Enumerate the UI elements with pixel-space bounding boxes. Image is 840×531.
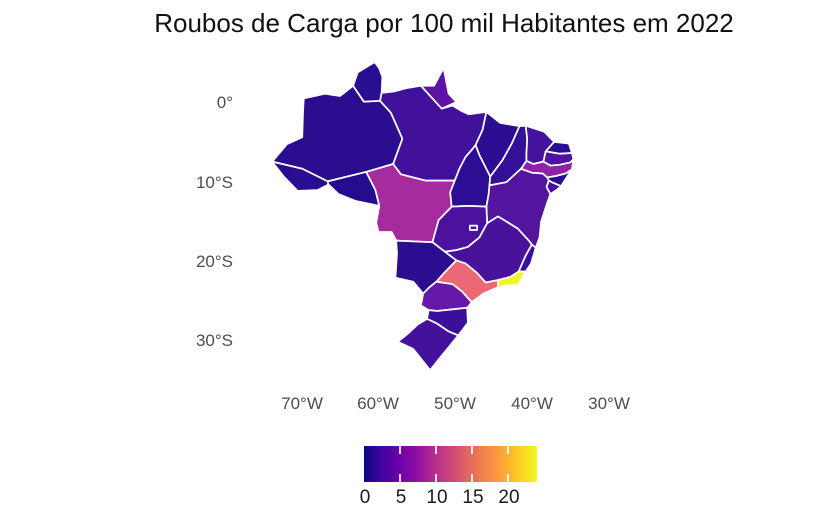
colorbar-tick-15: [471, 474, 474, 482]
colorbar-tick-15: [471, 446, 474, 454]
state-rio-grande-do-sul: [396, 317, 460, 372]
colorbar-tick-10: [435, 446, 438, 454]
state-roraima: [352, 61, 384, 103]
colorbar-tick-10: [435, 474, 438, 482]
x-axis-tick-50w: 50°W: [434, 394, 476, 413]
x-axis-tick-30w: 30°W: [588, 394, 630, 413]
colorbar-tick-5: [399, 474, 401, 482]
colorbar-gradient: [364, 446, 537, 482]
colorbar-tick-5: [399, 446, 401, 454]
state-distrito-federal: [468, 224, 478, 231]
brazil-choropleth-map: [271, 61, 575, 372]
state-acre: [271, 160, 330, 192]
y-axis-tick-10s: 10°S: [195, 173, 233, 192]
state-rio-de-janeiro: [497, 270, 527, 289]
colorbar-tick-20: [507, 474, 510, 482]
legend-label-15: 15: [462, 487, 484, 508]
y-axis-tick-30s: 30°S: [195, 331, 233, 350]
x-axis-tick-70w: 70°W: [281, 394, 323, 413]
x-axis-tick-40w: 40°W: [511, 394, 553, 413]
legend-label-20: 20: [498, 487, 520, 508]
x-axis-tick-60w: 60°W: [357, 394, 399, 413]
colorbar-tick-20: [507, 446, 510, 454]
legend-label-0: 0: [359, 487, 371, 508]
y-axis-tick-0deg: 0°: [216, 93, 233, 112]
legend-label-10: 10: [426, 487, 448, 508]
y-axis-tick-20s: 20°S: [195, 252, 233, 271]
legend-label-5: 5: [395, 487, 407, 508]
chart-title: Roubos de Carga por 100 mil Habitantes e…: [154, 8, 734, 38]
